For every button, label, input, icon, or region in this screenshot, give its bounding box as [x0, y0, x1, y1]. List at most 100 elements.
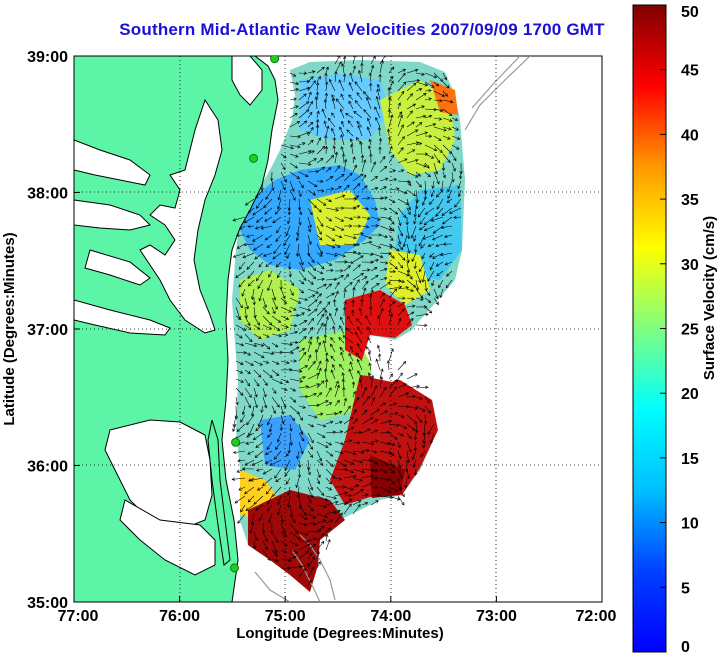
colorbar-tick-label: 25: [681, 322, 699, 339]
velocity-arrow: [260, 180, 264, 191]
velocity-arrow: [307, 522, 317, 526]
velocity-arrow: [431, 234, 444, 241]
velocity-arrow: [370, 258, 379, 263]
velocity-arrow: [307, 279, 314, 285]
velocity-arrow: [325, 292, 335, 299]
velocity-arrow: [262, 387, 267, 398]
velocity-arrow: [280, 405, 285, 415]
velocity-arrow: [356, 326, 363, 335]
velocity-arrow: [280, 558, 292, 562]
velocity-arrow: [352, 183, 361, 191]
velocity-arrow: [289, 81, 300, 86]
velocity-arrow: [379, 307, 384, 317]
velocity-arrow: [397, 317, 402, 326]
velocity-arrow: [433, 90, 446, 97]
velocity-arrow: [352, 232, 364, 236]
velocity-arrow: [388, 450, 395, 457]
velocity-arrow: [307, 340, 312, 353]
velocity-arrow: [361, 240, 373, 245]
velocity-arrow: [279, 423, 283, 432]
velocity-arrow: [253, 342, 265, 347]
velocity-arrow: [368, 72, 373, 83]
velocity-arrow: [316, 513, 329, 519]
velocity-arrow: [298, 71, 308, 75]
velocity-arrow: [307, 225, 312, 233]
velocity-arrow: [440, 225, 453, 230]
y-axis-ticks: 35:00 36:00 37:00 38:00 39:00: [27, 49, 80, 612]
velocity-arrow: [339, 126, 345, 137]
velocity-arrow: [348, 368, 354, 380]
velocity-arrow: [332, 325, 336, 335]
velocity-arrow: [289, 522, 299, 534]
velocity-arrow: [316, 486, 325, 497]
velocity-arrow: [271, 360, 280, 365]
velocity-arrow: [323, 120, 327, 128]
velocity-arrow: [441, 162, 446, 172]
velocity-arrow: [307, 169, 320, 174]
velocity-arrow: [316, 412, 324, 416]
velocity-arrow: [439, 252, 453, 257]
velocity-arrow: [388, 301, 396, 308]
velocity-arrow: [280, 297, 287, 305]
velocity-arrow: [316, 400, 329, 407]
velocity-arrow: [415, 162, 427, 168]
velocity-arrow: [253, 396, 259, 409]
velocity-arrow: [250, 405, 255, 417]
velocity-arrow: [354, 331, 363, 344]
velocity-arrow: [297, 459, 302, 469]
land-mass: [74, 56, 279, 602]
velocity-arrow: [247, 450, 255, 455]
velocity-arrow: [298, 385, 310, 389]
velocity-arrow: [274, 207, 282, 215]
velocity-arrow: [442, 108, 453, 116]
velocity-arrow: [298, 365, 309, 371]
velocity-arrow: [325, 301, 331, 308]
velocity-arrow: [307, 80, 316, 92]
velocity-arrow: [414, 243, 418, 254]
velocity-arrow: [345, 112, 354, 119]
velocity-arrow: [388, 187, 400, 191]
velocity-arrow: [436, 198, 444, 210]
velocity-arrow: [446, 270, 453, 277]
velocity-arrow: [324, 134, 328, 146]
velocity-arrow: [307, 121, 314, 128]
velocity-arrow: [406, 158, 419, 164]
velocity-arrow: [361, 268, 371, 272]
velocity-arrow: [388, 477, 396, 485]
velocity-arrow: [352, 418, 358, 425]
velocity-arrow: [268, 423, 273, 433]
velocity-arrow: [367, 337, 372, 344]
velocity-arrow: [271, 387, 277, 394]
velocity-arrow: [271, 342, 279, 348]
velocity-arrow: [280, 162, 286, 171]
velocity-arrow: [254, 225, 264, 230]
velocity-arrow: [356, 358, 363, 371]
velocity-arrow: [451, 126, 460, 131]
velocity-arrow: [307, 189, 317, 196]
velocity-arrow: [232, 252, 246, 258]
velocity-arrow: [307, 216, 312, 229]
velocity-arrow: [442, 81, 450, 89]
velocity-arrow: [334, 269, 344, 273]
velocity-arrow: [397, 102, 401, 110]
velocity-arrow: [415, 142, 423, 146]
velocity-arrow: [262, 540, 268, 551]
velocity-arrow: [289, 162, 299, 169]
velocity-arrow: [325, 430, 337, 434]
velocity-arrow: [232, 414, 237, 428]
velocity-arrow: [370, 439, 379, 443]
velocity-arrow: [280, 306, 292, 313]
velocity-arrow: [316, 145, 326, 155]
velocity-arrow: [343, 474, 357, 479]
velocity-arrow: [376, 344, 381, 353]
velocity-arrow: [298, 86, 311, 92]
velocity-arrow: [352, 242, 361, 247]
velocity-arrow: [271, 531, 279, 543]
velocity-arrow: [289, 97, 297, 101]
velocity-arrow: [451, 162, 456, 172]
velocity-arrow: [444, 234, 453, 239]
velocity-arrow: [361, 234, 373, 240]
velocity-arrow: [343, 234, 357, 240]
velocity-arrow: [339, 316, 345, 326]
colorbar-tick-label: 20: [681, 386, 699, 403]
